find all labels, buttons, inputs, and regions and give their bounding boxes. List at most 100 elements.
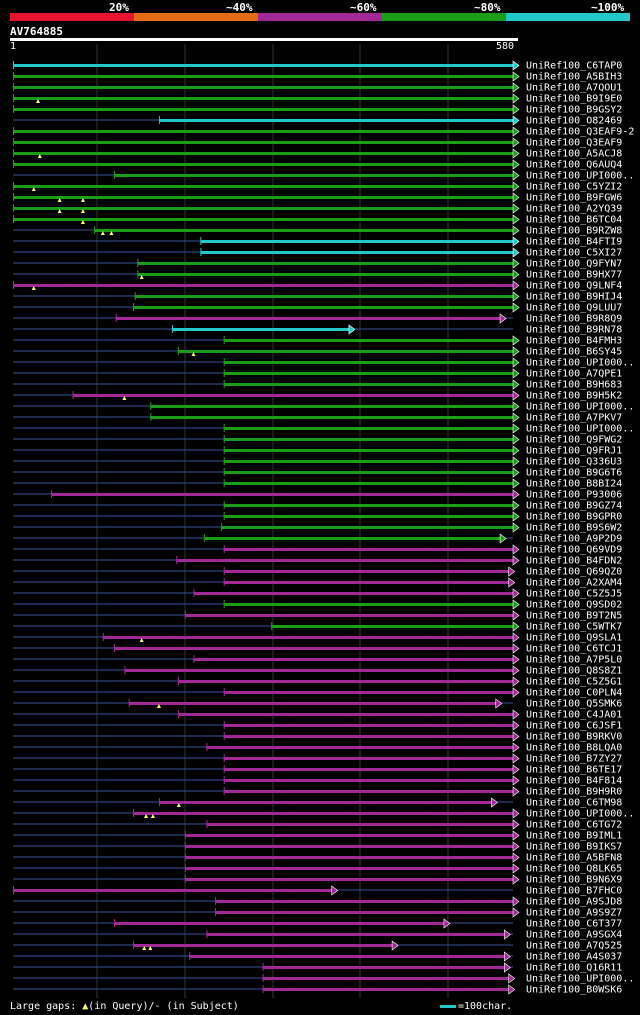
- hit-label[interactable]: UniRef100_Q5SMK6: [526, 699, 622, 710]
- alignment-row[interactable]: UniRef100_B7FHC0: [13, 885, 622, 897]
- alignment-row[interactable]: UniRef100_C6TCJ1: [13, 643, 622, 655]
- hit-label[interactable]: UniRef100_C5XI27: [526, 248, 622, 259]
- hit-label[interactable]: UniRef100_B9RN78: [526, 325, 622, 336]
- hit-label[interactable]: UniRef100_Q6AUQ4: [526, 160, 622, 171]
- hit-label[interactable]: UniRef100_UPI000..: [526, 402, 634, 413]
- alignment-row[interactable]: UniRef100_UPI000..: [13, 808, 634, 820]
- alignment-row[interactable]: UniRef100_A7Q525: [13, 940, 622, 952]
- hit-label[interactable]: UniRef100_A7QPE1: [526, 369, 622, 380]
- alignment-row[interactable]: UniRef100_B9I9E0: [13, 93, 622, 105]
- hit-label[interactable]: UniRef100_Q3EAF9: [526, 138, 622, 149]
- alignment-row[interactable]: UniRef100_C6T377: [13, 918, 622, 930]
- hit-label[interactable]: UniRef100_B7FHC0: [526, 886, 622, 897]
- alignment-row[interactable]: UniRef100_Q5SMK6: [13, 698, 622, 710]
- hit-label[interactable]: UniRef100_Q9SD02: [526, 600, 622, 611]
- hit-label[interactable]: UniRef100_C6JSF1: [526, 721, 622, 732]
- alignment-row[interactable]: UniRef100_C4JA01: [13, 709, 622, 721]
- hit-label[interactable]: UniRef100_B9N6X9: [526, 875, 622, 886]
- hit-label[interactable]: UniRef100_B9HX77: [526, 270, 622, 281]
- alignment-row[interactable]: UniRef100_B0WSK6: [13, 984, 622, 996]
- hit-label[interactable]: UniRef100_B9GSY2: [526, 105, 622, 116]
- hit-label[interactable]: UniRef100_C6TCJ1: [526, 644, 622, 655]
- alignment-row[interactable]: UniRef100_B6SY45: [13, 346, 622, 358]
- hit-label[interactable]: UniRef100_C0PLN4: [526, 688, 622, 699]
- hit-label[interactable]: UniRef100_B4FMH3: [526, 336, 622, 347]
- hit-label[interactable]: UniRef100_A9SJD8: [526, 897, 622, 908]
- hit-label[interactable]: UniRef100_B9RKV0: [526, 732, 622, 743]
- hit-label[interactable]: UniRef100_C4JA01: [526, 710, 622, 721]
- hit-label[interactable]: UniRef100_Q9SLA1: [526, 633, 622, 644]
- alignment-row[interactable]: UniRef100_C6TM98: [13, 797, 622, 809]
- alignment-row[interactable]: UniRef100_B9T2N5: [13, 610, 622, 622]
- hit-label[interactable]: UniRef100_B6SY45: [526, 347, 622, 358]
- alignment-row[interactable]: UniRef100_Q69QZ0: [13, 566, 622, 578]
- alignment-row[interactable]: UniRef100_Q6AUQ4: [13, 159, 622, 171]
- alignment-row[interactable]: UniRef100_C5WTK7: [13, 621, 622, 633]
- hit-label[interactable]: UniRef100_B9RZW8: [526, 226, 622, 237]
- hit-label[interactable]: UniRef100_B9H5K2: [526, 391, 622, 402]
- alignment-row[interactable]: UniRef100_B9H683: [13, 379, 622, 391]
- alignment-row[interactable]: UniRef100_Q8S8Z1: [13, 665, 622, 677]
- alignment-row[interactable]: UniRef100_B9GSY2: [13, 104, 622, 116]
- hit-label[interactable]: UniRef100_B9R8Q9: [526, 314, 622, 325]
- alignment-row[interactable]: UniRef100_B9HIJ4: [13, 291, 622, 303]
- alignment-row[interactable]: UniRef100_Q9FRJ1: [13, 445, 622, 457]
- hit-label[interactable]: UniRef100_C5Z5G1: [526, 677, 622, 688]
- hit-label[interactable]: UniRef100_A7PKV7: [526, 413, 622, 424]
- hit-label[interactable]: UniRef100_A9SGX4: [526, 930, 622, 941]
- hit-label[interactable]: UniRef100_Q16R11: [526, 963, 622, 974]
- alignment-row[interactable]: UniRef100_B9IKS7: [13, 841, 622, 853]
- alignment-row[interactable]: UniRef100_A2XAM4: [13, 577, 622, 589]
- alignment-row[interactable]: UniRef100_Q3EAF9: [13, 137, 622, 149]
- hit-label[interactable]: UniRef100_P93006: [526, 490, 622, 501]
- alignment-row[interactable]: UniRef100_B4FMH3: [13, 335, 622, 347]
- hit-label[interactable]: UniRef100_O82469: [526, 116, 622, 127]
- hit-label[interactable]: UniRef100_B9HIJ4: [526, 292, 622, 303]
- hit-label[interactable]: UniRef100_B9H9R0: [526, 787, 622, 798]
- alignment-row[interactable]: UniRef100_A7QOU1: [13, 82, 622, 94]
- alignment-row[interactable]: UniRef100_B9HX77: [13, 269, 622, 281]
- hit-label[interactable]: UniRef100_Q8LK65: [526, 864, 622, 875]
- hit-label[interactable]: UniRef100_B9IKS7: [526, 842, 622, 853]
- alignment-row[interactable]: UniRef100_B9FGW6: [13, 192, 622, 204]
- hit-label[interactable]: UniRef100_Q69QZ0: [526, 567, 622, 578]
- hit-label[interactable]: UniRef100_B9S6W2: [526, 523, 622, 534]
- alignment-row[interactable]: UniRef100_B9IML1: [13, 830, 622, 842]
- hit-label[interactable]: UniRef100_B9G6T6: [526, 468, 622, 479]
- alignment-row[interactable]: UniRef100_B9N6X9: [13, 874, 622, 886]
- hit-label[interactable]: UniRef100_Q9FWG2: [526, 435, 622, 446]
- alignment-row[interactable]: UniRef100_Q8LK65: [13, 863, 622, 875]
- alignment-row[interactable]: UniRef100_A7PKV7: [13, 412, 622, 424]
- alignment-row[interactable]: UniRef100_C6TG72: [13, 819, 622, 831]
- alignment-row[interactable]: UniRef100_B9S6W2: [13, 522, 622, 534]
- hit-label[interactable]: UniRef100_UPI000..: [526, 974, 634, 985]
- alignment-row[interactable]: UniRef100_C6TAP0: [13, 60, 622, 72]
- alignment-row[interactable]: UniRef100_C5YZI2: [13, 181, 622, 193]
- hit-label[interactable]: UniRef100_B9H683: [526, 380, 622, 391]
- hit-label[interactable]: UniRef100_B9FGW6: [526, 193, 622, 204]
- hit-label[interactable]: UniRef100_C5Z5J5: [526, 589, 622, 600]
- alignment-row[interactable]: UniRef100_Q9SLA1: [13, 632, 622, 644]
- hit-label[interactable]: UniRef100_C5WTK7: [526, 622, 622, 633]
- alignment-row[interactable]: UniRef100_A2YQ39: [13, 203, 622, 215]
- alignment-row[interactable]: UniRef100_A5BFN8: [13, 852, 622, 864]
- hit-label[interactable]: UniRef100_B9T2N5: [526, 611, 622, 622]
- alignment-row[interactable]: UniRef100_B4FTI9: [13, 236, 622, 248]
- hit-label[interactable]: UniRef100_Q9FYN7: [526, 259, 622, 270]
- alignment-row[interactable]: UniRef100_B7ZY27: [13, 753, 622, 765]
- alignment-row[interactable]: UniRef100_B9GPR0: [13, 511, 622, 523]
- hit-label[interactable]: UniRef100_B6TE17: [526, 765, 622, 776]
- hit-label[interactable]: UniRef100_B8LQA0: [526, 743, 622, 754]
- alignment-row[interactable]: UniRef100_A7QPE1: [13, 368, 622, 380]
- alignment-row[interactable]: UniRef100_B6TE17: [13, 764, 622, 776]
- alignment-row[interactable]: UniRef100_UPI000..: [13, 423, 634, 435]
- alignment-row[interactable]: UniRef100_B4FDN2: [13, 555, 622, 567]
- alignment-row[interactable]: UniRef100_B9R8Q9: [13, 313, 622, 325]
- hit-label[interactable]: UniRef100_B4FDN2: [526, 556, 622, 567]
- hit-label[interactable]: UniRef100_A7Q525: [526, 941, 622, 952]
- alignment-row[interactable]: UniRef100_A7P5L0: [13, 654, 622, 666]
- alignment-row[interactable]: UniRef100_A9S9Z7: [13, 907, 622, 919]
- hit-label[interactable]: UniRef100_B4F814: [526, 776, 622, 787]
- alignment-row[interactable]: UniRef100_C5Z5J5: [13, 588, 622, 600]
- hit-label[interactable]: UniRef100_B7ZY27: [526, 754, 622, 765]
